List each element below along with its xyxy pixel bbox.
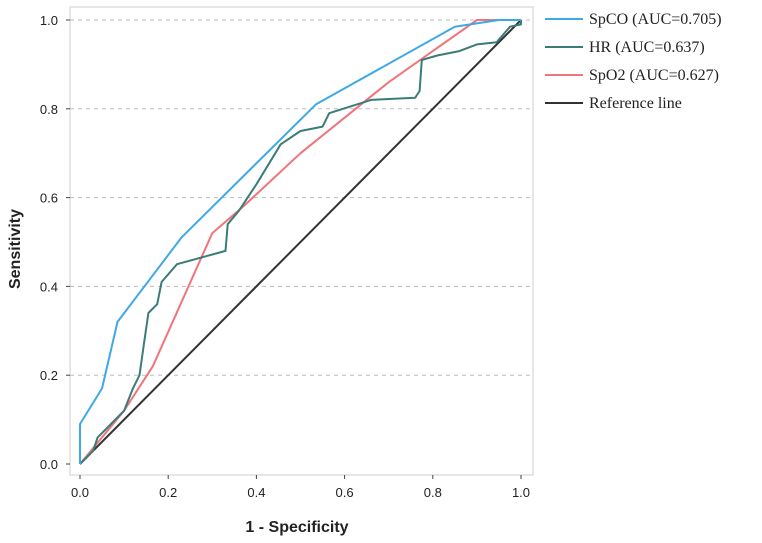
x-tick-label: 0.0 [71, 485, 89, 500]
y-axis-title: Sensitivity [7, 209, 24, 289]
x-tick-label: 0.8 [424, 485, 442, 500]
series-line-hr [79, 20, 522, 465]
y-tick-label: 0.4 [40, 279, 58, 294]
x-tick-label: 0.4 [247, 485, 265, 500]
gridlines [70, 19, 533, 376]
axes: 0.0 0.2 0.4 0.6 0.8 1.0 0.0 0.2 0.4 0.6 0.8 1.0 [40, 13, 530, 500]
legend: SpCO (AUC=0.705) HR (AUC=0.637) SpO2 (AUC=… [545, 11, 722, 112]
y-tick-label: 0.8 [40, 102, 58, 117]
series-layer [79, 19, 522, 465]
series-line-spco [79, 19, 521, 464]
legend-label-spco: SpCO (AUC=0.705) [589, 11, 722, 28]
legend-label-hr: HR (AUC=0.637) [589, 39, 705, 56]
legend-label-reference: Reference line [589, 95, 682, 112]
x-tick-label: 0.2 [159, 485, 177, 500]
y-tick-label: 0.6 [40, 191, 58, 206]
x-axis-title: 1 - Specificity [245, 519, 348, 536]
y-tick-label: 1.0 [40, 13, 58, 28]
x-tick-label: 1.0 [512, 485, 530, 500]
y-tick-label: 0.0 [40, 457, 58, 472]
x-tick-label: 0.6 [336, 485, 354, 500]
series-line-reference [79, 19, 522, 465]
y-tick-label: 0.2 [40, 368, 58, 383]
legend-label-spo2: SpO2 (AUC=0.627) [589, 67, 719, 84]
